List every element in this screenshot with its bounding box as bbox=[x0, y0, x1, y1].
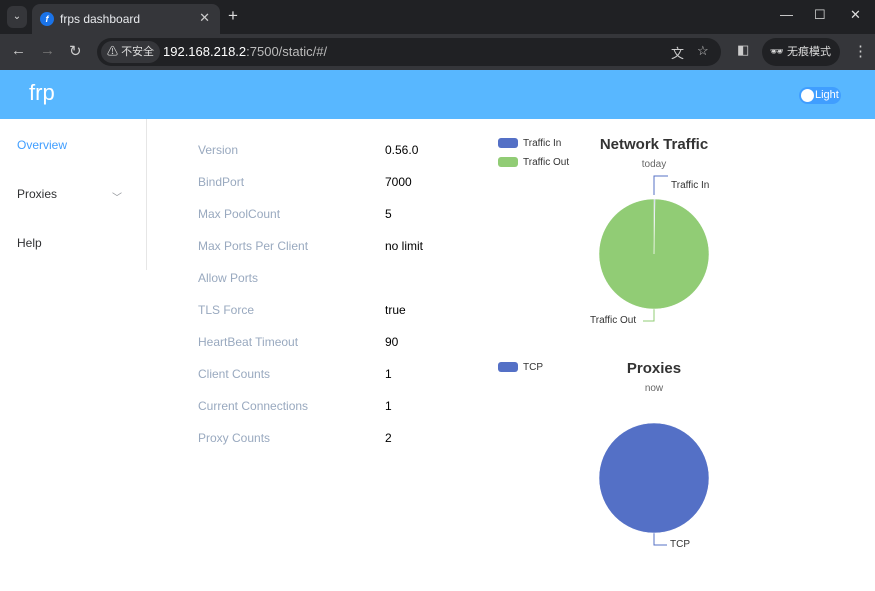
info-value: 1 bbox=[385, 367, 392, 381]
reload-icon[interactable]: ↻ bbox=[69, 43, 82, 60]
maximize-button[interactable]: ☐ bbox=[814, 7, 826, 22]
slice-label: Traffic In bbox=[671, 180, 710, 191]
chart-title: Network Traffic bbox=[599, 136, 709, 153]
info-label: Max Ports Per Client bbox=[198, 239, 309, 253]
logo: frp bbox=[29, 80, 55, 105]
address-bar[interactable]: ⚠ 不安全 192.168.218.2:7500/static/#/ 文 ☆ bbox=[97, 38, 721, 66]
chart-subtitle: now bbox=[644, 383, 664, 394]
close-tab-icon[interactable]: ✕ bbox=[199, 10, 210, 25]
info-value: 5 bbox=[385, 207, 392, 221]
info-value: 90 bbox=[385, 335, 399, 349]
legend-label: TCP bbox=[523, 362, 543, 373]
back-icon[interactable]: ← bbox=[11, 42, 26, 59]
sidebar-item-overview[interactable]: Overview bbox=[17, 138, 68, 152]
info-label: Client Counts bbox=[198, 367, 271, 381]
url-host: 192.168.218.2 bbox=[163, 44, 247, 59]
legend-swatch bbox=[498, 157, 518, 168]
theme-label: Light bbox=[815, 89, 839, 101]
info-label: Proxy Counts bbox=[198, 431, 271, 445]
legend-tcp[interactable]: TCP bbox=[498, 362, 543, 373]
legend-label: Traffic Out bbox=[523, 157, 570, 168]
incognito-indicator[interactable]: 🕶 无痕模式 bbox=[762, 38, 840, 66]
app-header: frp Light bbox=[0, 70, 875, 119]
info-label: Max PoolCount bbox=[198, 207, 281, 221]
info-label: Current Connections bbox=[198, 399, 309, 413]
chart-subtitle: today bbox=[641, 159, 667, 170]
legend-traffic-in[interactable]: Traffic In bbox=[498, 138, 561, 149]
sidebar-item-proxies[interactable]: Proxies bbox=[17, 187, 58, 201]
security-indicator[interactable]: ⚠ 不安全 bbox=[101, 41, 161, 63]
slice-label: TCP bbox=[670, 539, 690, 550]
legend-swatch bbox=[498, 138, 518, 149]
info-value: 7000 bbox=[385, 175, 412, 189]
legend-traffic-out[interactable]: Traffic Out bbox=[498, 157, 569, 168]
translate-icon[interactable]: 文 bbox=[671, 46, 685, 61]
info-label: BindPort bbox=[198, 175, 245, 189]
pie-slice-tcp[interactable] bbox=[598, 422, 710, 534]
info-value: 2 bbox=[385, 431, 392, 445]
new-tab-button[interactable]: + bbox=[228, 6, 238, 25]
browser-tab[interactable]: f frps dashboard ✕ bbox=[32, 4, 220, 34]
info-label: TLS Force bbox=[198, 303, 255, 317]
info-value: true bbox=[385, 303, 406, 317]
close-window-button[interactable]: ✕ bbox=[850, 7, 861, 22]
sidebar-item-help[interactable]: Help bbox=[17, 236, 42, 250]
info-value: no limit bbox=[385, 239, 424, 253]
chart-title: Proxies bbox=[626, 360, 682, 377]
slice-label: Traffic Out bbox=[590, 315, 637, 326]
side-panel-icon[interactable]: ◧ bbox=[737, 42, 750, 57]
tab-search-button[interactable]: ⌄ bbox=[7, 6, 27, 28]
info-label: Allow Ports bbox=[198, 271, 259, 285]
info-value: 0.56.0 bbox=[385, 143, 419, 157]
bookmark-star-icon[interactable]: ☆ bbox=[697, 43, 709, 58]
forward-icon[interactable]: → bbox=[40, 42, 55, 59]
browser-toolbar: ← → ↻ ⚠ 不安全 192.168.218.2:7500/static/#/… bbox=[0, 34, 875, 70]
chevron-down-icon[interactable]: ﹀ bbox=[112, 193, 122, 204]
info-value: 1 bbox=[385, 399, 392, 413]
url-text[interactable]: 192.168.218.2:7500/static/#/ bbox=[163, 44, 327, 59]
info-label: HeartBeat Timeout bbox=[198, 335, 299, 349]
toggle-knob bbox=[801, 89, 814, 102]
frp-favicon-icon: f bbox=[40, 12, 54, 26]
incognito-icon: 🕶 bbox=[770, 46, 784, 58]
menu-icon[interactable]: ⋮ bbox=[853, 43, 868, 60]
url-path: :7500/static/#/ bbox=[246, 44, 328, 59]
legend-label: Traffic In bbox=[523, 138, 562, 149]
theme-toggle[interactable]: Light bbox=[799, 87, 841, 104]
legend-swatch bbox=[498, 362, 518, 373]
security-label: 不安全 bbox=[121, 46, 155, 58]
sidebar bbox=[0, 119, 147, 270]
incognito-label: 无痕模式 bbox=[787, 46, 832, 58]
pie-slice-traffic-out[interactable] bbox=[598, 198, 710, 310]
tab-title: frps dashboard bbox=[60, 12, 141, 26]
minimize-button[interactable]: — bbox=[780, 7, 793, 22]
tab-bar: ⌄ f frps dashboard ✕ + — ☐ ✕ bbox=[0, 0, 875, 34]
info-label: Version bbox=[198, 143, 239, 157]
